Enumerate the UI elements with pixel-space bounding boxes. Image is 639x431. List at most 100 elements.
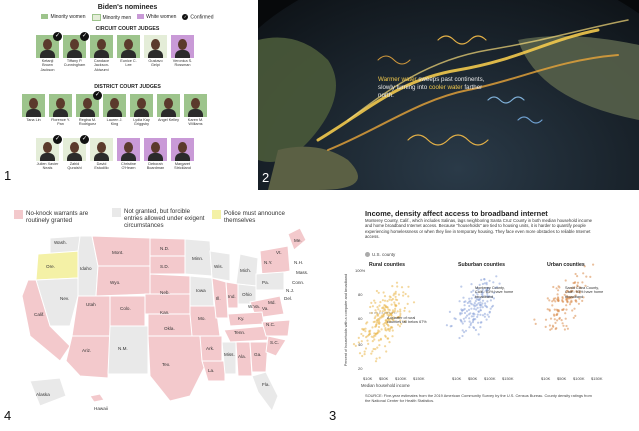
county-point (476, 303, 479, 306)
county-point (398, 325, 401, 328)
state-label-del: Del. (284, 296, 293, 301)
county-point (399, 314, 402, 318)
nominee-card: Veronica S. Rossman (171, 35, 194, 72)
current-streamlines (316, 19, 629, 151)
x-tick-rural-150k: $150K (413, 376, 425, 381)
source-note: SOURCE: Five-year estimates from the 201… (365, 393, 592, 403)
county-point (463, 307, 466, 311)
x-tick-rural-50k: $50K (379, 376, 389, 381)
county-point (367, 342, 370, 345)
county-point (369, 332, 372, 336)
x-tick-sub-10k: $10K (452, 376, 462, 381)
county-point (460, 312, 463, 315)
county-point (387, 337, 390, 340)
check-icon: ✓ (93, 91, 102, 100)
county-point (378, 304, 381, 307)
state-label-vt: Vt. (276, 250, 282, 255)
county-point (389, 317, 392, 320)
nominee-card: ✓ Julien Xavier Neals (36, 135, 62, 171)
county-point (470, 315, 473, 318)
legend-swatch-granted (14, 210, 23, 219)
county-point (481, 288, 484, 291)
county-point (374, 348, 377, 351)
nominee-photo (117, 138, 140, 161)
county-point (473, 302, 476, 305)
county-point (478, 303, 482, 307)
county-point (592, 263, 595, 266)
county-point (403, 320, 406, 323)
county-point (458, 300, 461, 303)
x-tick-urban-50k: $50K (557, 376, 567, 381)
nominee-photo (49, 94, 72, 117)
county-point (474, 296, 477, 299)
nominee-name: Margaret Strickland (174, 162, 191, 171)
county-point (392, 294, 395, 297)
nominee-name: Tiffany P. Cunningham (63, 59, 86, 68)
county-point (374, 309, 377, 312)
y-tick-80: 80 (358, 292, 363, 297)
county-point (577, 302, 580, 305)
county-point (450, 324, 453, 328)
legend-not-granted: Not granted, but forcible entries allowe… (124, 208, 205, 229)
county-point (374, 301, 377, 304)
county-point (365, 322, 368, 325)
state-label-tenn: Tenn. (234, 330, 246, 335)
county-point (573, 286, 576, 289)
county-point (548, 299, 551, 302)
county-point (397, 293, 401, 296)
county-point (562, 324, 565, 327)
nominee-name: Eunice C. Lee (120, 59, 137, 68)
nominee-card: ✓ Zahid Quraishi (63, 135, 89, 171)
county-point (565, 291, 568, 294)
county-point (368, 330, 371, 333)
nominee-photo (117, 35, 140, 58)
county-point (546, 308, 549, 311)
panel-no-knock-map: No-knock warrants are routinely granted … (0, 196, 320, 431)
county-point (574, 272, 577, 276)
state-label-mich: Mich. (240, 268, 251, 273)
county-point (478, 298, 481, 301)
nominee-name: Veronica S. Rossman (172, 59, 193, 68)
county-point (475, 308, 478, 311)
county-point (374, 325, 377, 328)
county-point (546, 297, 549, 300)
nominee-card: Christine O'Hearn (117, 138, 140, 171)
nominee-card: Angel Kelley (157, 94, 180, 127)
county-point (385, 329, 388, 332)
county-point (372, 320, 375, 324)
county-point (377, 308, 380, 311)
county-point (581, 281, 584, 284)
state-label-va: Va. (262, 306, 269, 311)
county-point (574, 299, 577, 302)
state-label-neb: Neb. (160, 290, 170, 295)
county-point (461, 334, 464, 338)
county-point (377, 339, 380, 342)
check-icon: ✓ (53, 32, 62, 41)
county-point (534, 322, 537, 325)
county-point (548, 324, 551, 327)
county-point (466, 314, 469, 317)
county-point (533, 318, 536, 321)
state-label-conn: Conn. (292, 280, 305, 285)
county-point (392, 319, 395, 322)
county-point (463, 311, 467, 315)
county-point (362, 334, 365, 337)
state-label-alaska: Alaska (36, 392, 50, 397)
county-point (574, 281, 577, 284)
legend-confirmed: ✓ Confirmed (182, 14, 214, 21)
county-point (480, 293, 483, 296)
county-point (391, 285, 394, 288)
nominee-photo (103, 94, 126, 117)
y-tick-100: 100% (355, 268, 366, 273)
county-point (381, 299, 384, 302)
county-point (453, 317, 456, 320)
state-label-wash: Wash. (54, 240, 67, 245)
county-point (468, 317, 471, 320)
county-point (478, 283, 481, 286)
county-point (397, 302, 400, 305)
county-point (377, 313, 380, 316)
county-point (564, 279, 567, 282)
state-label-nj: N.J. (286, 288, 295, 293)
county-point (551, 304, 554, 307)
county-point (390, 303, 393, 306)
